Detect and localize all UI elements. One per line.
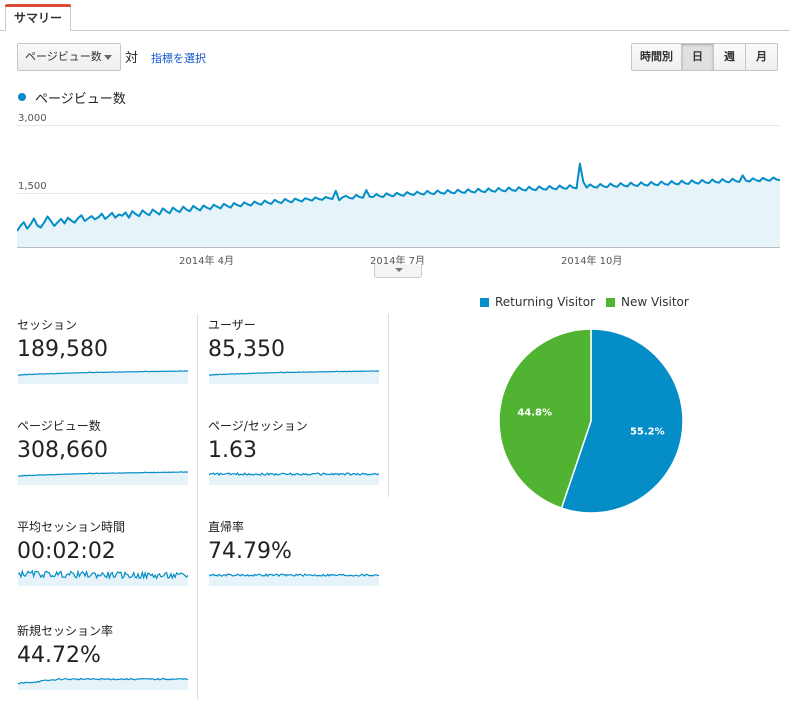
metric-tile[interactable]: ページビュー数 308,660 bbox=[17, 415, 189, 495]
sparkline-fill bbox=[209, 574, 379, 586]
pie-slice[interactable] bbox=[560, 328, 684, 514]
x-tick-label: 2014年 10月 bbox=[561, 256, 623, 267]
metric-sparkline bbox=[18, 569, 188, 586]
metric-tile-value: 74.79% bbox=[208, 539, 292, 564]
metric-tile-value: 308,660 bbox=[17, 438, 108, 463]
tile-separator bbox=[388, 314, 389, 497]
metric-tile[interactable]: ページ/セッション 1.63 bbox=[208, 415, 380, 495]
sparkline-line bbox=[18, 471, 188, 477]
metric-tile-label: 直帰率 bbox=[208, 520, 245, 534]
pie-slice-label: 55.2% bbox=[630, 426, 665, 437]
gridline bbox=[17, 125, 780, 126]
metric-sparkline bbox=[18, 677, 188, 690]
metric-select-value: ページビュー数 bbox=[25, 50, 102, 63]
sparkline-fill bbox=[209, 473, 379, 485]
series-legend-label[interactable]: ページビュー数 bbox=[35, 92, 126, 107]
y-tick-label: 3,000 bbox=[18, 113, 47, 124]
granularity-month-button[interactable]: 月 bbox=[745, 43, 778, 71]
metric-tile-label: ページビュー数 bbox=[17, 419, 101, 433]
x-tick-label: 2014年 4月 bbox=[179, 256, 234, 267]
metric-sparkline bbox=[209, 370, 379, 384]
metric-sparkline bbox=[18, 370, 188, 384]
sparkline-line bbox=[18, 677, 188, 685]
metric-tile[interactable]: セッション 189,580 bbox=[17, 314, 189, 394]
sparkline-line bbox=[18, 370, 188, 376]
metric-tile-label: セッション bbox=[17, 318, 78, 332]
granularity-hourly-button[interactable]: 時間別 bbox=[631, 43, 682, 71]
series-color-dot bbox=[18, 93, 26, 101]
choose-metric-link[interactable]: 指標を選択 bbox=[151, 52, 206, 65]
tab-summary[interactable]: サマリー bbox=[5, 4, 71, 31]
metric-tile[interactable]: 直帰率 74.79% bbox=[208, 516, 380, 596]
sparkline-line bbox=[209, 472, 379, 477]
metric-tile[interactable]: ユーザー 85,350 bbox=[208, 314, 380, 394]
sparkline-line bbox=[18, 569, 188, 581]
metric-sparkline bbox=[18, 471, 188, 485]
metric-tile-label: ユーザー bbox=[208, 318, 256, 332]
y-tick-label: 1,500 bbox=[18, 181, 47, 192]
x-axis-line bbox=[17, 247, 780, 248]
visitor-pie-chart[interactable]: 55.2% 44.8% bbox=[496, 326, 686, 516]
collapse-chart-toggle[interactable] bbox=[374, 264, 422, 278]
tab-bar-line bbox=[0, 30, 790, 31]
legend-swatch-new bbox=[606, 298, 615, 307]
metric-sparkline bbox=[209, 472, 379, 485]
metric-tile-label: 平均セッション時間 bbox=[17, 520, 126, 534]
metric-tile[interactable]: 平均セッション時間 00:02:02 bbox=[17, 516, 189, 596]
metric-tile-label: ページ/セッション bbox=[208, 419, 308, 433]
metric-tile-value: 1.63 bbox=[208, 438, 257, 463]
pie-legend-new[interactable]: New Visitor bbox=[621, 295, 689, 309]
metric-tile-value: 85,350 bbox=[208, 337, 285, 362]
series-area-fill bbox=[17, 163, 780, 247]
sparkline-fill bbox=[18, 678, 188, 690]
metric-sparkline bbox=[209, 573, 379, 586]
metric-select[interactable]: ページビュー数 bbox=[17, 43, 121, 71]
metric-tile-value: 44.72% bbox=[17, 643, 101, 668]
x-tick-label: 2014年 7月 bbox=[370, 256, 425, 267]
series-line bbox=[17, 162, 781, 232]
granularity-day-button[interactable]: 日 bbox=[681, 43, 714, 71]
sparkline-line bbox=[209, 573, 379, 578]
vs-label: 対 bbox=[125, 51, 139, 66]
chevron-down-icon bbox=[395, 268, 403, 272]
tile-separator bbox=[197, 314, 198, 699]
metric-tile-value: 189,580 bbox=[17, 337, 108, 362]
legend-swatch-returning bbox=[480, 298, 489, 307]
pie-legend-returning[interactable]: Returning Visitor bbox=[495, 295, 596, 309]
metric-tile-label: 新規セッション率 bbox=[17, 624, 114, 638]
pageviews-area-chart[interactable] bbox=[17, 120, 781, 250]
pie-slice[interactable] bbox=[498, 328, 592, 510]
granularity-group: 時間別 日 週 月 bbox=[631, 43, 778, 71]
metric-tile[interactable]: 新規セッション率 44.72% bbox=[17, 620, 189, 700]
chevron-down-icon bbox=[104, 55, 112, 60]
granularity-week-button[interactable]: 週 bbox=[713, 43, 746, 71]
sparkline-line bbox=[209, 370, 379, 376]
metric-tile-value: 00:02:02 bbox=[17, 539, 116, 564]
pie-slice-label: 44.8% bbox=[517, 408, 552, 419]
